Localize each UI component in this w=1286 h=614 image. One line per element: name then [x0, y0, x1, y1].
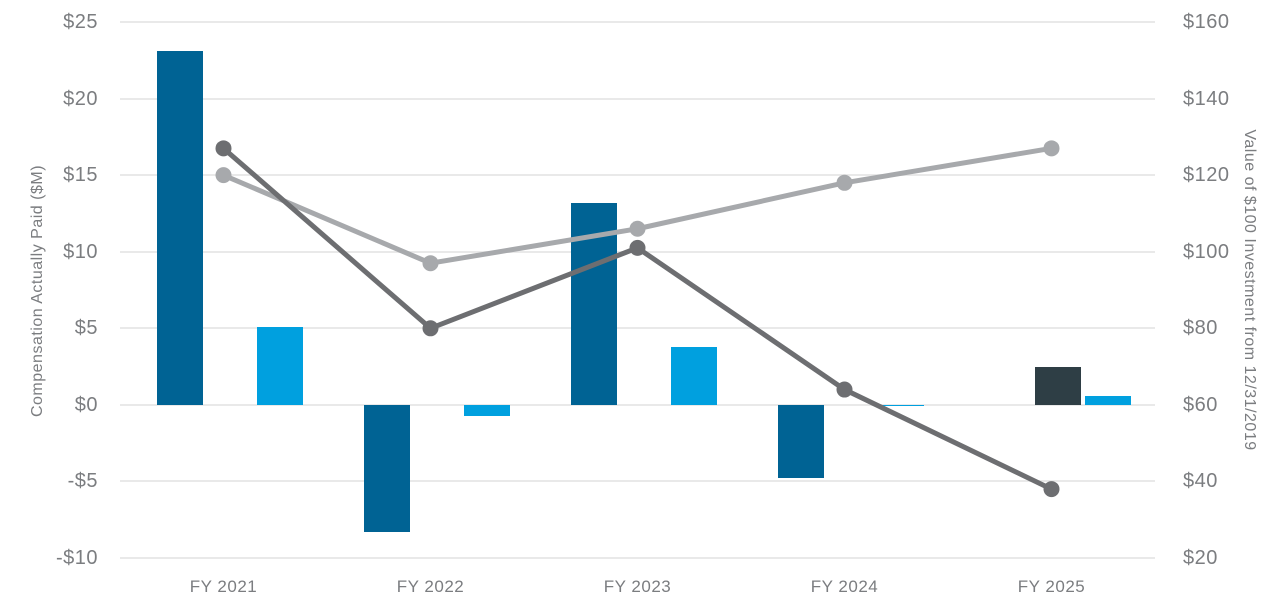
bar-dark-blue-bars-fy-2021: [156, 51, 203, 405]
light-gray-line-marker-fy-2023: [629, 220, 646, 237]
bar-dark-blue-bars-fy-2023: [570, 202, 617, 405]
x-axis-label: FY 2021: [189, 577, 258, 596]
x-axis-label: FY 2022: [396, 577, 465, 596]
dark-gray-line-marker-fy-2023: [629, 239, 646, 256]
left-axis-tick: $5: [74, 317, 98, 340]
right-axis-tick: $60: [1183, 393, 1218, 416]
right-axis-tick: $80: [1183, 317, 1218, 340]
right-axis-tick: $20: [1183, 547, 1218, 569]
bar-dark-blue-bars-fy-2022: [363, 404, 410, 532]
gridline: [120, 174, 1155, 177]
right-axis-tick: $100: [1183, 240, 1230, 263]
light-gray-line: [222, 145, 1052, 266]
x-axis-label: FY 2023: [603, 577, 672, 596]
left-axis-tick: $15: [63, 164, 98, 187]
right-axis-tick: $160: [1183, 11, 1230, 33]
dark-gray-line-marker-fy-2024: [836, 381, 853, 398]
left-axis-title: Compensation Actually Paid ($M): [29, 164, 46, 418]
left-axis-tick: $10: [63, 240, 98, 263]
left-axis-tick: $25: [63, 11, 98, 33]
bar-charcoal-bars-fy-2025: [1034, 366, 1081, 405]
left-axis-tick: $0: [74, 393, 98, 416]
left-axis-tick: -$5: [67, 470, 98, 493]
dark-gray-line: [221, 146, 1053, 492]
bar-dark-blue-bars-fy-2024: [777, 404, 824, 479]
gridline: [120, 480, 1155, 483]
gridline: [120, 97, 1155, 100]
dark-gray-line-marker-fy-2025: [1043, 481, 1060, 498]
right-axis-tick: $120: [1183, 164, 1230, 187]
bar-light-blue-bars-fy-2025: [1084, 395, 1131, 405]
gridline: [120, 21, 1155, 23]
left-axis-tick: $20: [63, 87, 98, 110]
light-gray-line-marker-fy-2022: [422, 255, 439, 272]
dark-gray-line-marker-fy-2021: [215, 140, 232, 157]
bar-light-blue-bars-fy-2024: [877, 404, 924, 407]
left-axis-tick: -$10: [55, 547, 98, 569]
x-axis-label: FY 2024: [810, 577, 879, 596]
light-gray-line-marker-fy-2025: [1043, 140, 1060, 157]
bar-light-blue-bars-fy-2023: [670, 346, 717, 405]
bar-light-blue-bars-fy-2021: [256, 326, 303, 405]
light-gray-line-marker-fy-2024: [836, 174, 853, 191]
right-axis-tick: $40: [1183, 470, 1218, 493]
gridline: [120, 557, 1155, 559]
gridline: [120, 250, 1155, 253]
bar-light-blue-bars-fy-2022: [463, 404, 510, 416]
x-axis-label: FY 2025: [1017, 577, 1086, 596]
right-axis-tick: $140: [1183, 87, 1230, 110]
